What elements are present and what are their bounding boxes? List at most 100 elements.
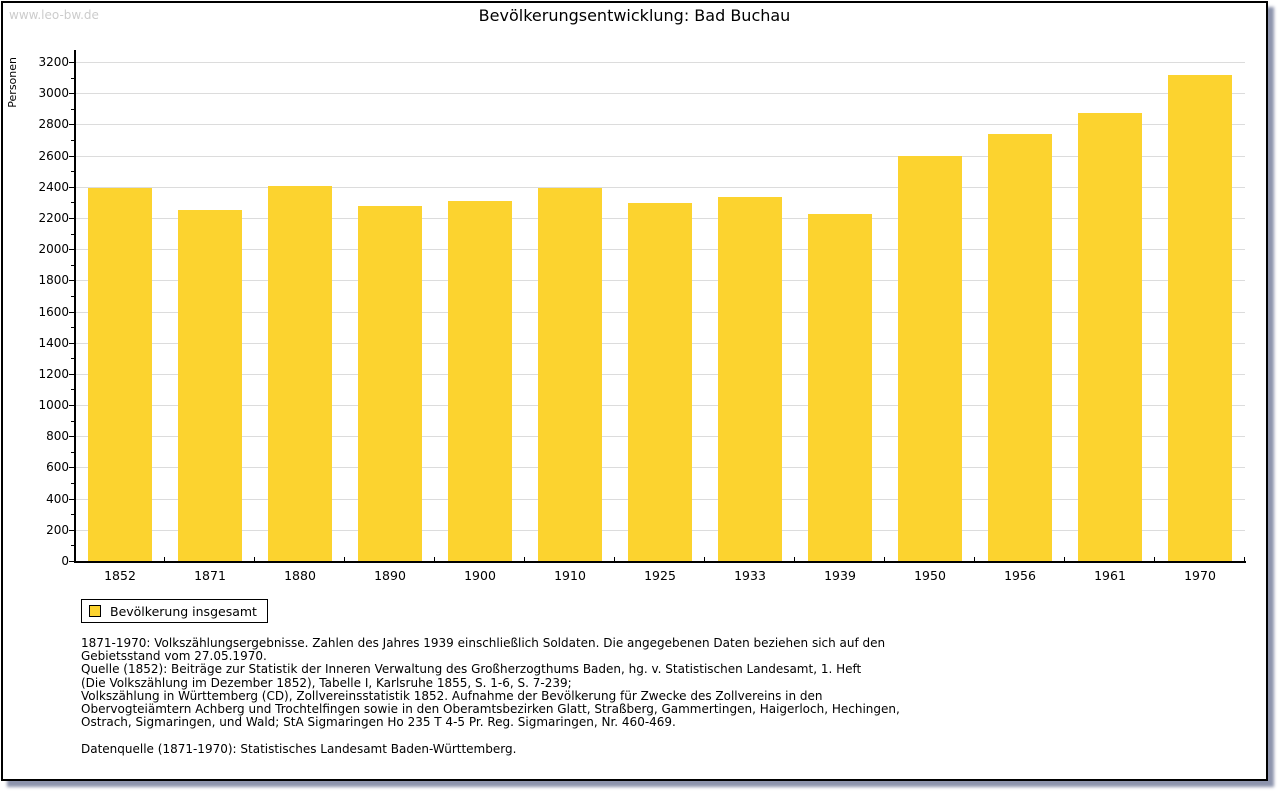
footer-notes: 1871-1970: Volkszählungsergebnisse. Zahl… (81, 636, 900, 730)
bar-1933 (718, 196, 782, 561)
bar-1910 (538, 188, 602, 561)
datasource-note: Datenquelle (1871-1970): Statistisches L… (81, 742, 517, 756)
y-tick-label-200: 200 (46, 522, 69, 537)
footer-line-2: Gebietsstand vom 27.05.1970. (81, 649, 267, 664)
y-tick-2000 (69, 249, 75, 251)
x-tick-label-1910: 1910 (554, 568, 586, 583)
y-tick-label-1200: 1200 (38, 366, 69, 381)
y-tick-2500 (71, 171, 75, 173)
y-tick-label-0: 0 (61, 554, 69, 568)
y-tick-label-1800: 1800 (38, 273, 69, 288)
x-boundary-tick-2 (254, 557, 255, 561)
x-tick-label-1961: 1961 (1094, 568, 1126, 583)
x-tick-label-1950: 1950 (914, 568, 946, 583)
y-tick-600 (69, 467, 75, 469)
bar-1956 (988, 133, 1052, 561)
y-tick-label-400: 400 (46, 491, 69, 506)
y-tick-1000 (69, 405, 75, 407)
x-tick-label-1852: 1852 (104, 568, 136, 583)
chart-title: Bevölkerungsentwicklung: Bad Buchau (478, 6, 791, 25)
y-tick-label-2200: 2200 (38, 210, 69, 225)
x-boundary-tick-9 (884, 557, 885, 561)
x-axis-line (74, 561, 1246, 563)
y-tick-label-3000: 3000 (38, 86, 69, 101)
y-tick-label-1400: 1400 (38, 335, 69, 350)
y-tick-label-2800: 2800 (38, 117, 69, 132)
gridline-2400 (75, 186, 1245, 188)
y-tick-3200 (69, 62, 75, 63)
y-tick-400 (69, 498, 75, 500)
bar-1890 (358, 206, 422, 561)
y-tick-800 (69, 436, 75, 438)
x-tick-label-1970: 1970 (1184, 568, 1216, 583)
x-tick-label-1956: 1956 (1004, 568, 1036, 583)
y-tick-500 (71, 483, 75, 485)
y-tick-1700 (71, 295, 75, 297)
gridline-3200 (75, 62, 1245, 63)
gridline-3000 (75, 93, 1245, 95)
y-tick-2300 (71, 202, 75, 204)
y-tick-1900 (71, 264, 75, 266)
footer-line-4: (Die Volkszählung im Dezember 1852), Tab… (81, 675, 572, 690)
y-tick-1200 (69, 373, 75, 375)
legend-label: Bevölkerung insgesamt (110, 603, 257, 619)
x-tick-label-1871: 1871 (194, 568, 226, 583)
y-tick-700 (71, 451, 75, 453)
x-tick-label-1939: 1939 (824, 568, 856, 583)
x-tick-label-1890: 1890 (374, 568, 406, 583)
y-tick-2400 (69, 186, 75, 188)
bar-1852 (88, 188, 152, 561)
y-axis-line (74, 50, 76, 563)
y-tick-0 (69, 561, 75, 562)
x-tick-label-1933: 1933 (734, 568, 766, 583)
plot-area: 0 200 400 600 800 1000 1200 1400 1600 1800 2000 220… (38, 56, 1245, 583)
bar-1970 (1168, 75, 1232, 561)
y-tick-100 (71, 545, 75, 547)
bar-1939 (808, 214, 872, 561)
y-tick-label-1600: 1600 (38, 304, 69, 319)
y-tick-1100 (71, 389, 75, 391)
y-tick-label-800: 800 (46, 429, 69, 444)
legend: Bevölkerung insgesamt (81, 599, 268, 623)
y-tick-1400 (69, 342, 75, 344)
chart-frame: www.leo-bw.de Bevölkerungsentwicklung: B… (1, 1, 1268, 781)
y-tick-2200 (69, 217, 75, 219)
y-tick-label-2400: 2400 (38, 179, 69, 194)
y-tick-label-2600: 2600 (38, 148, 69, 163)
x-boundary-tick-6 (614, 557, 615, 561)
x-boundary-tick-3 (344, 557, 345, 561)
bar-1880 (268, 185, 332, 561)
y-tick-3100 (71, 77, 75, 79)
legend-swatch-icon (89, 605, 101, 617)
y-tick-300 (71, 514, 75, 516)
x-tick-label-1880: 1880 (284, 568, 316, 583)
y-tick-1600 (69, 311, 75, 313)
bar-1871 (178, 210, 242, 561)
gridline-2600 (75, 155, 1245, 157)
watermark: www.leo-bw.de (9, 8, 99, 22)
y-axis-title: Personen (6, 57, 19, 108)
y-tick-2600 (69, 155, 75, 157)
gridline-2800 (75, 124, 1245, 126)
footer-line-7: Ostrach, Sigmaringen, und Wald; StA Sigm… (81, 715, 676, 730)
x-boundary-tick-7 (704, 557, 705, 561)
x-boundary-tick-1 (164, 557, 165, 561)
y-tick-1300 (71, 358, 75, 360)
x-boundary-tick-12 (1154, 557, 1155, 561)
footer-line-1: 1871-1970: Volkszählungsergebnisse. Zahl… (81, 636, 886, 650)
y-tick-1500 (71, 327, 75, 329)
y-tick-3000 (69, 93, 75, 95)
bar-1961 (1078, 112, 1142, 561)
y-tick-2900 (71, 108, 75, 110)
bar-1925 (628, 203, 692, 561)
footer-line-3: Quelle (1852): Beiträge zur Statistik de… (81, 662, 862, 677)
x-boundary-tick-10 (974, 557, 975, 561)
y-tick-label-600: 600 (46, 460, 69, 475)
x-tick-label-1900: 1900 (464, 568, 496, 583)
y-tick-label-2000: 2000 (38, 242, 69, 257)
bar-1900 (448, 200, 512, 561)
y-tick-1800 (69, 280, 75, 282)
bar-1950 (898, 156, 962, 561)
x-tick-label-1925: 1925 (644, 568, 676, 583)
